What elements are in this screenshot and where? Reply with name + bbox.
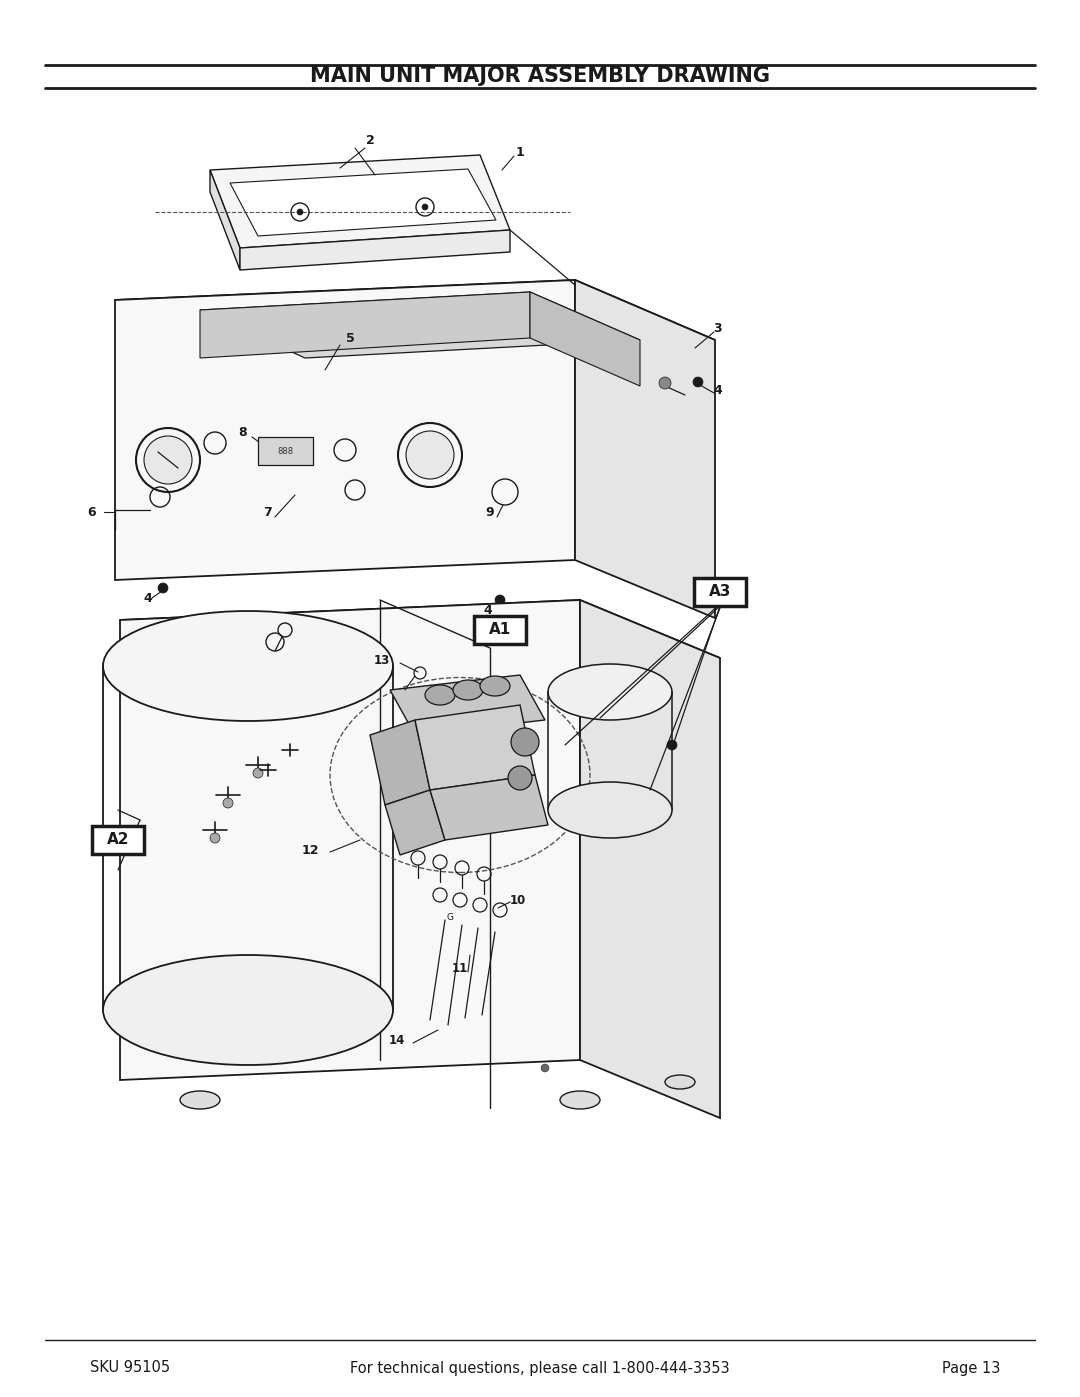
- Ellipse shape: [103, 956, 393, 1065]
- Ellipse shape: [480, 676, 510, 696]
- Text: 11: 11: [451, 961, 468, 975]
- Polygon shape: [575, 279, 715, 617]
- Polygon shape: [200, 292, 640, 358]
- Circle shape: [422, 204, 428, 210]
- Text: MAIN UNIT MAJOR ASSEMBLY DRAWING: MAIN UNIT MAJOR ASSEMBLY DRAWING: [310, 66, 770, 87]
- Ellipse shape: [180, 1091, 220, 1109]
- Circle shape: [693, 377, 703, 387]
- Polygon shape: [114, 279, 715, 362]
- Circle shape: [511, 728, 539, 756]
- Polygon shape: [390, 675, 545, 735]
- Ellipse shape: [453, 680, 483, 700]
- Ellipse shape: [548, 782, 672, 838]
- Polygon shape: [230, 169, 496, 236]
- Polygon shape: [240, 231, 510, 270]
- Text: 2: 2: [366, 134, 375, 147]
- Ellipse shape: [103, 610, 393, 721]
- Text: 4: 4: [144, 591, 152, 605]
- Circle shape: [667, 740, 677, 750]
- Ellipse shape: [665, 1076, 696, 1090]
- Circle shape: [495, 595, 505, 605]
- Polygon shape: [120, 599, 720, 680]
- Polygon shape: [120, 599, 580, 1080]
- Polygon shape: [200, 292, 530, 358]
- Polygon shape: [384, 789, 445, 855]
- Polygon shape: [415, 705, 535, 789]
- Circle shape: [406, 432, 454, 479]
- Text: 10: 10: [510, 894, 526, 907]
- Text: 13: 13: [374, 654, 390, 666]
- Polygon shape: [430, 775, 548, 840]
- Polygon shape: [114, 279, 575, 580]
- Circle shape: [210, 833, 220, 842]
- Circle shape: [158, 583, 168, 592]
- Text: 9: 9: [486, 507, 495, 520]
- Bar: [258, 437, 313, 465]
- Text: 888: 888: [276, 447, 293, 455]
- Text: G: G: [446, 914, 454, 922]
- Circle shape: [508, 766, 532, 789]
- Ellipse shape: [426, 685, 455, 705]
- Text: 4: 4: [714, 384, 723, 397]
- Polygon shape: [530, 292, 640, 386]
- Circle shape: [253, 768, 264, 778]
- Bar: [474, 616, 526, 644]
- Text: 3: 3: [714, 321, 723, 334]
- Text: 5: 5: [346, 331, 354, 345]
- Text: 4: 4: [484, 604, 492, 616]
- Text: 7: 7: [264, 506, 272, 518]
- Text: 12: 12: [301, 844, 319, 856]
- Ellipse shape: [561, 1091, 600, 1109]
- Text: 1: 1: [515, 145, 525, 158]
- Polygon shape: [580, 599, 720, 1118]
- Text: 6: 6: [87, 506, 96, 518]
- Circle shape: [222, 798, 233, 807]
- Circle shape: [659, 377, 671, 388]
- Polygon shape: [370, 719, 430, 805]
- Ellipse shape: [548, 664, 672, 719]
- Text: 14: 14: [389, 1034, 405, 1046]
- Bar: [694, 578, 746, 606]
- Text: For technical questions, please call 1-800-444-3353: For technical questions, please call 1-8…: [350, 1361, 730, 1376]
- Circle shape: [297, 210, 303, 215]
- Circle shape: [144, 436, 192, 483]
- Text: SKU 95105: SKU 95105: [90, 1361, 171, 1376]
- Bar: [92, 826, 144, 854]
- Text: A1: A1: [489, 623, 511, 637]
- Text: 8: 8: [239, 426, 247, 439]
- Text: A3: A3: [708, 584, 731, 599]
- Text: Page 13: Page 13: [942, 1361, 1000, 1376]
- Polygon shape: [210, 170, 240, 270]
- Text: A2: A2: [107, 833, 130, 848]
- Polygon shape: [210, 155, 510, 249]
- Circle shape: [541, 1065, 549, 1071]
